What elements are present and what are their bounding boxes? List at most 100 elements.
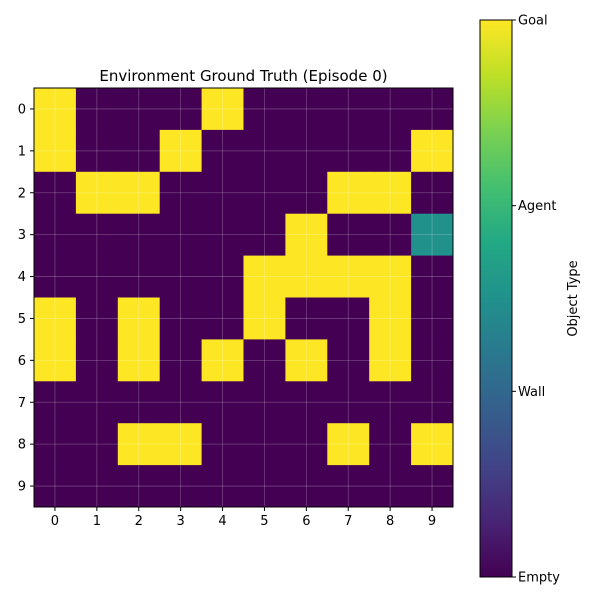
heatmap-cell-r8-c7 — [327, 423, 370, 466]
heatmap-cell-r2-c5 — [243, 171, 286, 215]
heatmap-cells — [34, 88, 454, 508]
heatmap-cell-r1-c3 — [159, 129, 203, 173]
y-tick-label: 2 — [18, 186, 26, 201]
heatmap-cell-r0-c4 — [201, 88, 244, 131]
heatmap-cell-r8-c0 — [34, 423, 77, 466]
heatmap-cell-r2-c4 — [201, 171, 244, 215]
heatmap-cell-r1-c8 — [369, 129, 412, 173]
heatmap-cell-r0-c9 — [411, 88, 454, 131]
heatmap-cell-r5-c2 — [117, 297, 161, 340]
heatmap-cell-r6-c6 — [285, 339, 328, 382]
heatmap-cell-r6-c4 — [201, 339, 244, 382]
heatmap-cell-r3-c4 — [201, 213, 244, 257]
heatmap-cell-r6-c2 — [117, 339, 161, 382]
heatmap-cell-r6-c1 — [75, 339, 119, 382]
heatmap-cell-r7-c9 — [411, 381, 454, 424]
heatmap-cell-r1-c7 — [327, 129, 370, 173]
y-tick-label: 9 — [18, 480, 26, 495]
heatmap-cell-r2-c9 — [411, 171, 454, 215]
heatmap-cell-r3-c8 — [369, 213, 412, 257]
heatmap-cell-r6-c0 — [34, 339, 77, 382]
heatmap-cell-r5-c3 — [159, 297, 203, 340]
heatmap-cell-r2-c0 — [34, 171, 77, 215]
heatmap-cell-r3-c7 — [327, 213, 370, 257]
heatmap-cell-r6-c9 — [411, 339, 454, 382]
x-tick-label: 7 — [344, 514, 352, 529]
heatmap-cell-r3-c1 — [75, 213, 119, 257]
heatmap-cell-r4-c2 — [117, 255, 161, 298]
heatmap-cell-r7-c7 — [327, 381, 370, 424]
heatmap-cell-r1-c1 — [75, 129, 119, 173]
heatmap-cell-r0-c2 — [117, 88, 161, 131]
x-tick-label: 1 — [93, 514, 101, 529]
heatmap-cell-r7-c0 — [34, 381, 77, 424]
y-tick-label: 3 — [18, 228, 26, 243]
heatmap-cell-r1-c9 — [411, 129, 454, 173]
heatmap-cell-r5-c8 — [369, 297, 412, 340]
heatmap-cell-r0-c8 — [369, 88, 412, 131]
heatmap-cell-r3-c5 — [243, 213, 286, 257]
heatmap-cell-r9-c2 — [117, 465, 161, 508]
heatmap-cell-r5-c4 — [201, 297, 244, 340]
heatmap-cell-r8-c2 — [117, 423, 161, 466]
colorbar-tick-label: Wall — [518, 385, 545, 400]
heatmap-cell-r9-c8 — [369, 465, 412, 508]
colorbar — [479, 19, 513, 578]
heatmap-cell-r2-c2 — [117, 171, 161, 215]
heatmap-cell-r7-c8 — [369, 381, 412, 424]
heatmap-cell-r8-c9 — [411, 423, 454, 466]
y-tick-label: 0 — [18, 102, 26, 117]
heatmap-cell-r2-c8 — [369, 171, 412, 215]
heatmap-cell-r1-c5 — [243, 129, 286, 173]
y-tick-label: 8 — [18, 438, 26, 453]
heatmap-cell-r2-c6 — [285, 171, 328, 215]
y-tick-label: 7 — [18, 396, 26, 411]
heatmap-cell-r9-c7 — [327, 465, 370, 508]
heatmap-cell-r5-c5 — [243, 297, 286, 340]
y-tick-label: 1 — [18, 144, 26, 159]
heatmap-cell-r9-c0 — [34, 465, 77, 508]
heatmap-cell-r7-c3 — [159, 381, 203, 424]
heatmap-cell-r7-c4 — [201, 381, 244, 424]
colorbar-tick-label: Agent — [518, 199, 556, 214]
y-tick-label: 4 — [18, 270, 26, 285]
heatmap-cell-r4-c5 — [243, 255, 286, 298]
heatmap-cell-r0-c7 — [327, 88, 370, 131]
y-tick-label: 5 — [18, 312, 26, 327]
heatmap-cell-r3-c2 — [117, 213, 161, 257]
heatmap-cell-r1-c0 — [34, 129, 77, 173]
heatmap-cell-r4-c1 — [75, 255, 119, 298]
heatmap-cell-r5-c9 — [411, 297, 454, 340]
x-tick-label: 5 — [260, 514, 268, 529]
heatmap-cell-r7-c5 — [243, 381, 286, 424]
heatmap-cell-r4-c8 — [369, 255, 412, 298]
heatmap-cell-r5-c6 — [285, 297, 328, 340]
heatmap-cell-r3-c0 — [34, 213, 77, 257]
heatmap-cell-r5-c1 — [75, 297, 119, 340]
heatmap-cell-r1-c2 — [117, 129, 161, 173]
heatmap-cell-r9-c5 — [243, 465, 286, 508]
colorbar-label: Object Type — [566, 260, 581, 336]
heatmap-cell-r9-c9 — [411, 465, 454, 508]
heatmap-cell-r1-c6 — [285, 129, 328, 173]
x-tick-label: 0 — [51, 514, 59, 529]
heatmap-cell-r8-c6 — [285, 423, 328, 466]
heatmap-cell-r7-c2 — [117, 381, 161, 424]
colorbar-ticks: Empty Wall Agent Goal — [512, 14, 560, 586]
y-tick-label: 6 — [18, 354, 26, 369]
x-tick-label: 9 — [428, 514, 436, 529]
heatmap-cell-r4-c9 — [411, 255, 454, 298]
x-axis-ticks: 0 1 2 3 4 5 6 7 8 9 — [51, 507, 436, 529]
heatmap-cell-r9-c6 — [285, 465, 328, 508]
colorbar-tick-label: Empty — [518, 571, 560, 586]
gridlines — [34, 88, 453, 507]
heatmap-cell-r8-c1 — [75, 423, 119, 466]
heatmap-cell-r6-c3 — [159, 339, 203, 382]
heatmap-cell-r8-c5 — [243, 423, 286, 466]
chart-title: Environment Ground Truth (Episode 0) — [99, 67, 387, 85]
y-axis-ticks: 0 1 2 3 4 5 6 7 8 9 — [18, 102, 34, 495]
heatmap-cell-r3-c9 — [411, 213, 454, 257]
heatmap-cell-r1-c4 — [201, 129, 244, 173]
heatmap-cell-r6-c7 — [327, 339, 370, 382]
heatmap-cell-r4-c3 — [159, 255, 203, 298]
